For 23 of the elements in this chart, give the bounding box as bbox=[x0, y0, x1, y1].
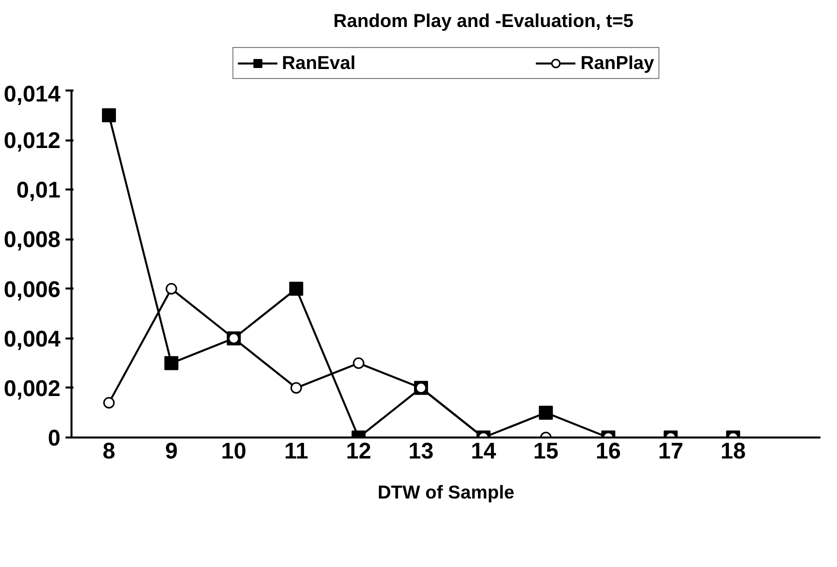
x-tick-label: 17 bbox=[658, 438, 684, 464]
x-tick-label: 12 bbox=[346, 438, 372, 464]
x-tick-label: 9 bbox=[165, 438, 178, 464]
y-tick-label: 0,01 bbox=[16, 176, 61, 203]
x-tick-label: 8 bbox=[102, 438, 116, 464]
y-tick-label: 0,002 bbox=[4, 374, 61, 401]
x-axis-title: DTW of Sample bbox=[378, 482, 514, 502]
y-tick-label: 0,006 bbox=[4, 276, 61, 302]
x-tick-label: 10 bbox=[221, 438, 246, 464]
x-tick-label: 13 bbox=[408, 438, 434, 464]
y-tick-label: 0,008 bbox=[4, 226, 61, 252]
x-tick-label: 18 bbox=[720, 438, 746, 464]
legend-label: RanPlay bbox=[580, 52, 654, 74]
y-tick-label: 0,014 bbox=[4, 80, 61, 106]
x-tick-label: 14 bbox=[470, 438, 496, 464]
legend-label: RanEval bbox=[282, 52, 356, 74]
y-tick-label: 0,012 bbox=[4, 127, 61, 154]
x-tick-label: 15 bbox=[533, 438, 558, 464]
y-tick-label: 0,004 bbox=[4, 325, 61, 352]
y-tick-label: 0 bbox=[48, 424, 61, 450]
chart-title: Random Play and -Evaluation, t=5 bbox=[333, 10, 634, 31]
x-tick-label: 16 bbox=[596, 438, 621, 464]
x-tick-label: 11 bbox=[284, 438, 308, 464]
